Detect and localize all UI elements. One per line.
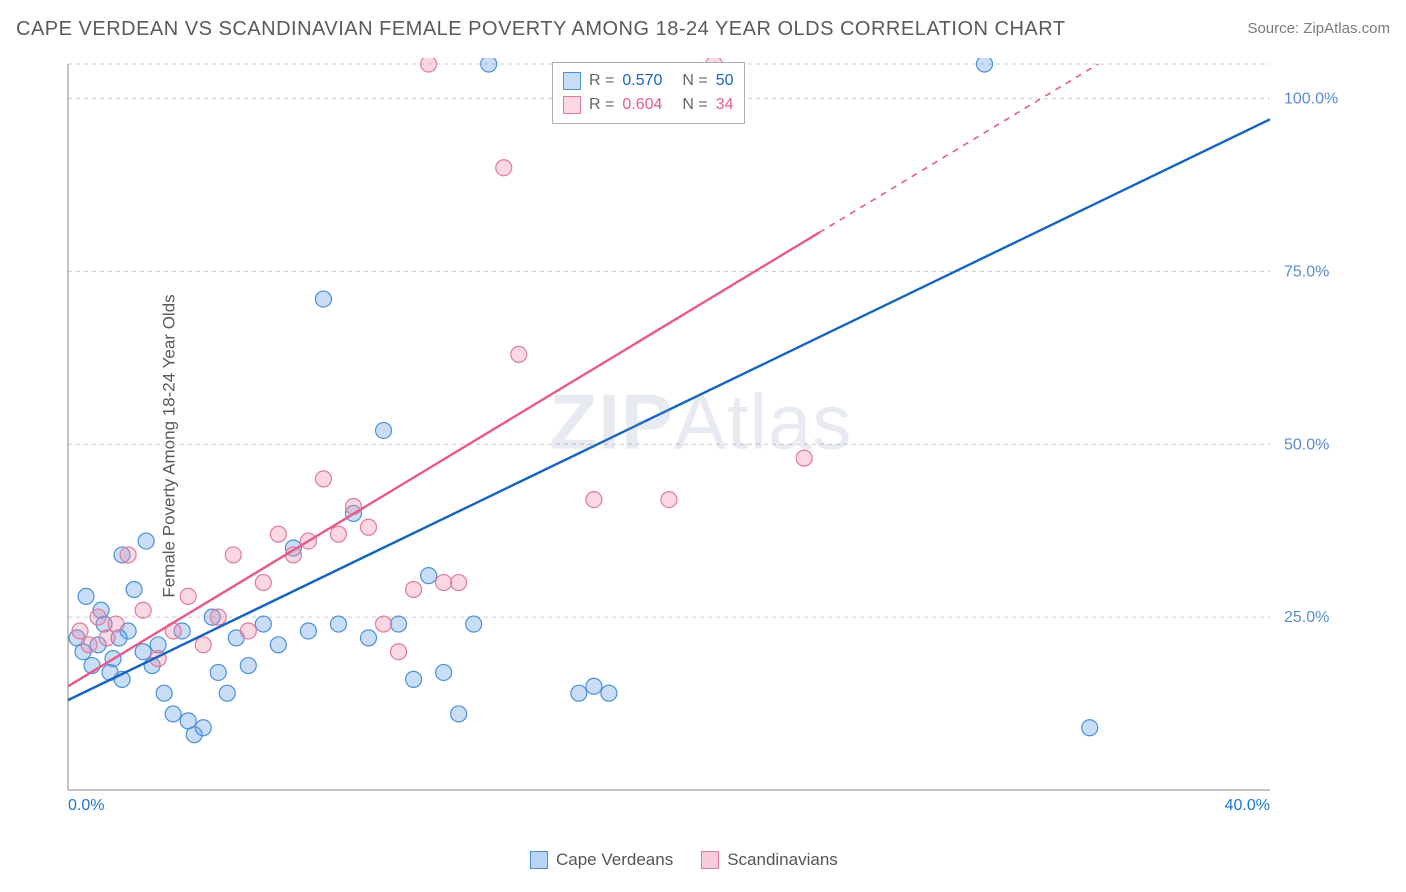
data-point <box>210 609 226 625</box>
stats-swatch <box>563 72 581 90</box>
stat-r-label: R = <box>589 96 614 114</box>
data-point <box>977 58 993 72</box>
legend-swatch <box>701 851 719 869</box>
data-point <box>255 575 271 591</box>
data-point <box>108 616 124 632</box>
data-point <box>180 588 196 604</box>
plot-area: 25.0%50.0%75.0%100.0%0.0%40.0% ZIPAtlas … <box>62 58 1340 816</box>
chart-container: CAPE VERDEAN VS SCANDINAVIAN FEMALE POVE… <box>0 0 1406 892</box>
chart-title: CAPE VERDEAN VS SCANDINAVIAN FEMALE POVE… <box>16 18 1066 41</box>
data-point <box>270 526 286 542</box>
data-point <box>376 616 392 632</box>
data-point <box>330 526 346 542</box>
x-tick-label: 0.0% <box>68 797 104 814</box>
data-point <box>391 644 407 660</box>
data-point <box>240 623 256 639</box>
stats-row: R = 0.570 N = 50 <box>563 69 734 93</box>
stat-r-value: 0.604 <box>622 96 662 114</box>
legend-label: Scandinavians <box>727 850 838 870</box>
data-point <box>586 678 602 694</box>
stats-box: R = 0.570 N = 50 R = 0.604 N = 34 <box>552 62 745 124</box>
chart-svg: 25.0% 50.0% 75.0% 100.0% 0.0% 40.0% <box>62 58 1340 816</box>
trend-line-dashed <box>819 64 1098 233</box>
data-point <box>436 575 452 591</box>
data-point <box>300 623 316 639</box>
stat-n-label: N = <box>682 72 707 90</box>
stat-n-value: 50 <box>716 72 734 90</box>
data-point <box>436 664 452 680</box>
data-point <box>391 616 407 632</box>
legend-label: Cape Verdeans <box>556 850 673 870</box>
x-tick-label: 40.0% <box>1225 797 1270 814</box>
data-point <box>361 630 377 646</box>
data-point <box>99 630 115 646</box>
data-point <box>120 547 136 563</box>
data-point <box>72 623 88 639</box>
stat-r-value: 0.570 <box>622 72 662 90</box>
data-point <box>255 616 271 632</box>
trend-line <box>68 119 1270 700</box>
data-point <box>376 422 392 438</box>
data-point <box>481 58 497 72</box>
legend-item: Scandinavians <box>701 850 838 870</box>
data-point <box>451 706 467 722</box>
data-point <box>78 588 94 604</box>
data-point <box>135 644 151 660</box>
data-point <box>195 720 211 736</box>
data-point <box>126 581 142 597</box>
data-point <box>165 706 181 722</box>
stats-swatch <box>563 96 581 114</box>
data-point <box>270 637 286 653</box>
data-point <box>661 492 677 508</box>
stats-row: R = 0.604 N = 34 <box>563 93 734 117</box>
data-point <box>90 609 106 625</box>
y-tick-label: 50.0% <box>1284 436 1329 453</box>
data-point <box>796 450 812 466</box>
legend-item: Cape Verdeans <box>530 850 673 870</box>
y-tick-label: 25.0% <box>1284 609 1329 626</box>
data-point <box>601 685 617 701</box>
legend: Cape Verdeans Scandinavians <box>530 850 838 870</box>
data-point <box>586 492 602 508</box>
data-point <box>315 471 331 487</box>
data-point <box>496 160 512 176</box>
data-point <box>240 658 256 674</box>
data-point <box>1082 720 1098 736</box>
data-point <box>406 581 422 597</box>
data-point <box>330 616 346 632</box>
data-point <box>406 671 422 687</box>
data-point <box>138 533 154 549</box>
data-point <box>345 499 361 515</box>
y-tick-label: 100.0% <box>1284 91 1338 108</box>
data-point <box>571 685 587 701</box>
data-point <box>451 575 467 591</box>
legend-swatch <box>530 851 548 869</box>
data-point <box>315 291 331 307</box>
data-point <box>219 685 235 701</box>
data-point <box>421 58 437 72</box>
data-point <box>225 547 241 563</box>
stat-n-label: N = <box>682 96 707 114</box>
stat-r-label: R = <box>589 72 614 90</box>
data-point <box>421 568 437 584</box>
data-point <box>195 637 211 653</box>
source-label: Source: ZipAtlas.com <box>1247 20 1390 37</box>
data-point <box>361 519 377 535</box>
data-point <box>135 602 151 618</box>
data-point <box>210 664 226 680</box>
stat-n-value: 34 <box>716 96 734 114</box>
data-point <box>156 685 172 701</box>
data-point <box>81 637 97 653</box>
data-point <box>511 346 527 362</box>
y-tick-label: 75.0% <box>1284 263 1329 280</box>
trend-line <box>68 233 819 687</box>
data-point <box>466 616 482 632</box>
